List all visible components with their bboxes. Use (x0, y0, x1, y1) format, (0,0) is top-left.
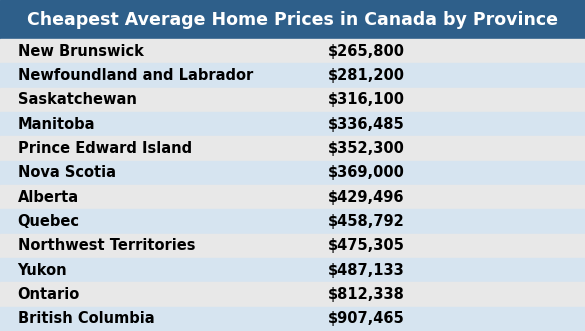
Text: Saskatchewan: Saskatchewan (18, 92, 136, 107)
Text: Alberta: Alberta (18, 190, 78, 205)
Text: Ontario: Ontario (18, 287, 80, 302)
Text: $458,792: $458,792 (328, 214, 404, 229)
Text: Northwest Territories: Northwest Territories (18, 238, 195, 253)
Text: $812,338: $812,338 (328, 287, 404, 302)
Text: Quebec: Quebec (18, 214, 80, 229)
Text: Prince Edward Island: Prince Edward Island (18, 141, 192, 156)
Text: Newfoundland and Labrador: Newfoundland and Labrador (18, 68, 253, 83)
Text: Cheapest Average Home Prices in Canada by Province: Cheapest Average Home Prices in Canada b… (27, 11, 558, 28)
Text: New Brunswick: New Brunswick (18, 44, 143, 59)
Text: $265,800: $265,800 (328, 44, 405, 59)
Text: $352,300: $352,300 (328, 141, 404, 156)
Text: $336,485: $336,485 (328, 117, 404, 132)
Text: $907,465: $907,465 (328, 311, 404, 326)
Text: $369,000: $369,000 (328, 166, 404, 180)
Text: Manitoba: Manitoba (18, 117, 95, 132)
Text: $429,496: $429,496 (328, 190, 404, 205)
Text: British Columbia: British Columbia (18, 311, 154, 326)
Text: $475,305: $475,305 (328, 238, 404, 253)
Text: $281,200: $281,200 (328, 68, 405, 83)
Text: $487,133: $487,133 (328, 263, 404, 278)
Text: Nova Scotia: Nova Scotia (18, 166, 116, 180)
Text: $316,100: $316,100 (328, 92, 405, 107)
Text: Yukon: Yukon (18, 263, 67, 278)
